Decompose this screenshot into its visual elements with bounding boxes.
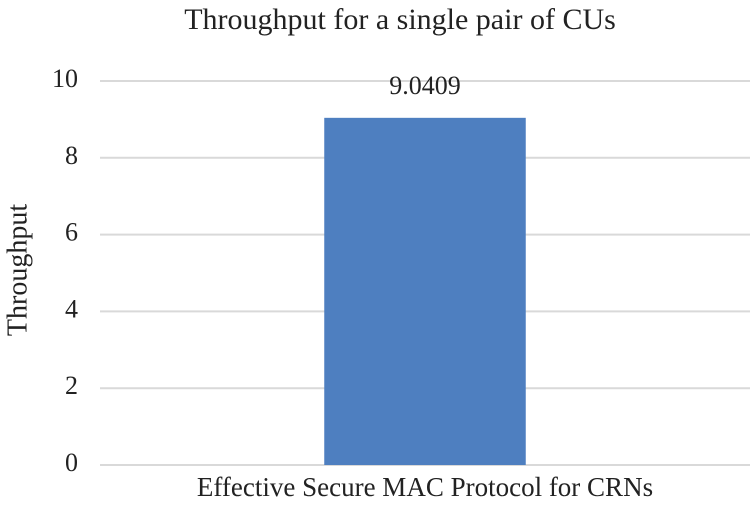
y-tick-label: 4 [65, 294, 78, 323]
y-tick-label: 10 [52, 64, 78, 93]
y-axis-label: Throughput [2, 204, 33, 336]
y-tick-label: 6 [65, 218, 78, 247]
chart-title: Throughput for a single pair of CUs [184, 3, 616, 36]
y-tick-label: 8 [65, 141, 78, 170]
y-tick-label: 2 [65, 371, 78, 400]
x-tick-label: Effective Secure MAC Protocol for CRNs [197, 472, 653, 502]
bar [324, 117, 526, 465]
y-tick-label: 0 [65, 448, 78, 477]
data-label: 9.0409 [389, 71, 461, 100]
